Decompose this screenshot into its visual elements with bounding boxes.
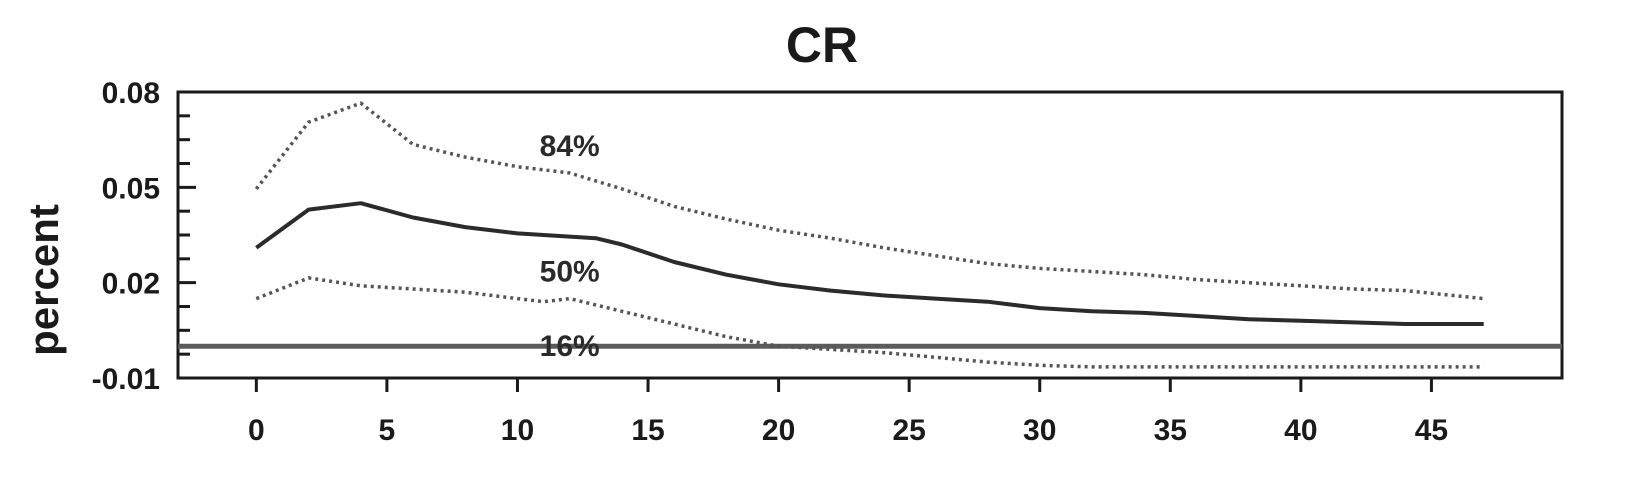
series-label-1: 84% bbox=[540, 130, 600, 163]
x-tick-label: 15 bbox=[631, 414, 664, 447]
y-tick-label: 0.02 bbox=[102, 268, 160, 301]
x-tick-label: 30 bbox=[1023, 414, 1056, 447]
y-tick-label: 0.08 bbox=[102, 77, 160, 110]
series-group: 84% 50% 16% bbox=[254, 101, 1484, 369]
series-label-2: 50% bbox=[540, 256, 600, 289]
series-label-3: 16% bbox=[540, 330, 600, 363]
x-tick-label: 25 bbox=[892, 414, 925, 447]
x-tick-label: 0 bbox=[248, 414, 265, 447]
series-line-1 bbox=[254, 101, 1484, 301]
x-tick-label: 40 bbox=[1284, 414, 1317, 447]
series-line-3 bbox=[255, 276, 1484, 369]
y-axis-label: percent bbox=[20, 204, 67, 356]
plot-frame bbox=[176, 90, 1564, 380]
x-tick-label: 45 bbox=[1415, 414, 1448, 447]
x-tick-label: 35 bbox=[1154, 414, 1187, 447]
x-axis: 0 5 10 15 20 25 30 35 40 45 bbox=[248, 378, 1448, 447]
x-tick-label: 20 bbox=[762, 414, 795, 447]
y-tick-label: 0.05 bbox=[102, 172, 160, 205]
series-line-2 bbox=[255, 201, 1484, 326]
x-tick-label: 5 bbox=[379, 414, 396, 447]
chart-title: CR bbox=[786, 17, 858, 73]
y-axis: -0.01 0.02 0.05 0.08 bbox=[92, 77, 196, 396]
x-tick-label: 10 bbox=[501, 414, 534, 447]
y-tick-label: -0.01 bbox=[92, 363, 160, 396]
